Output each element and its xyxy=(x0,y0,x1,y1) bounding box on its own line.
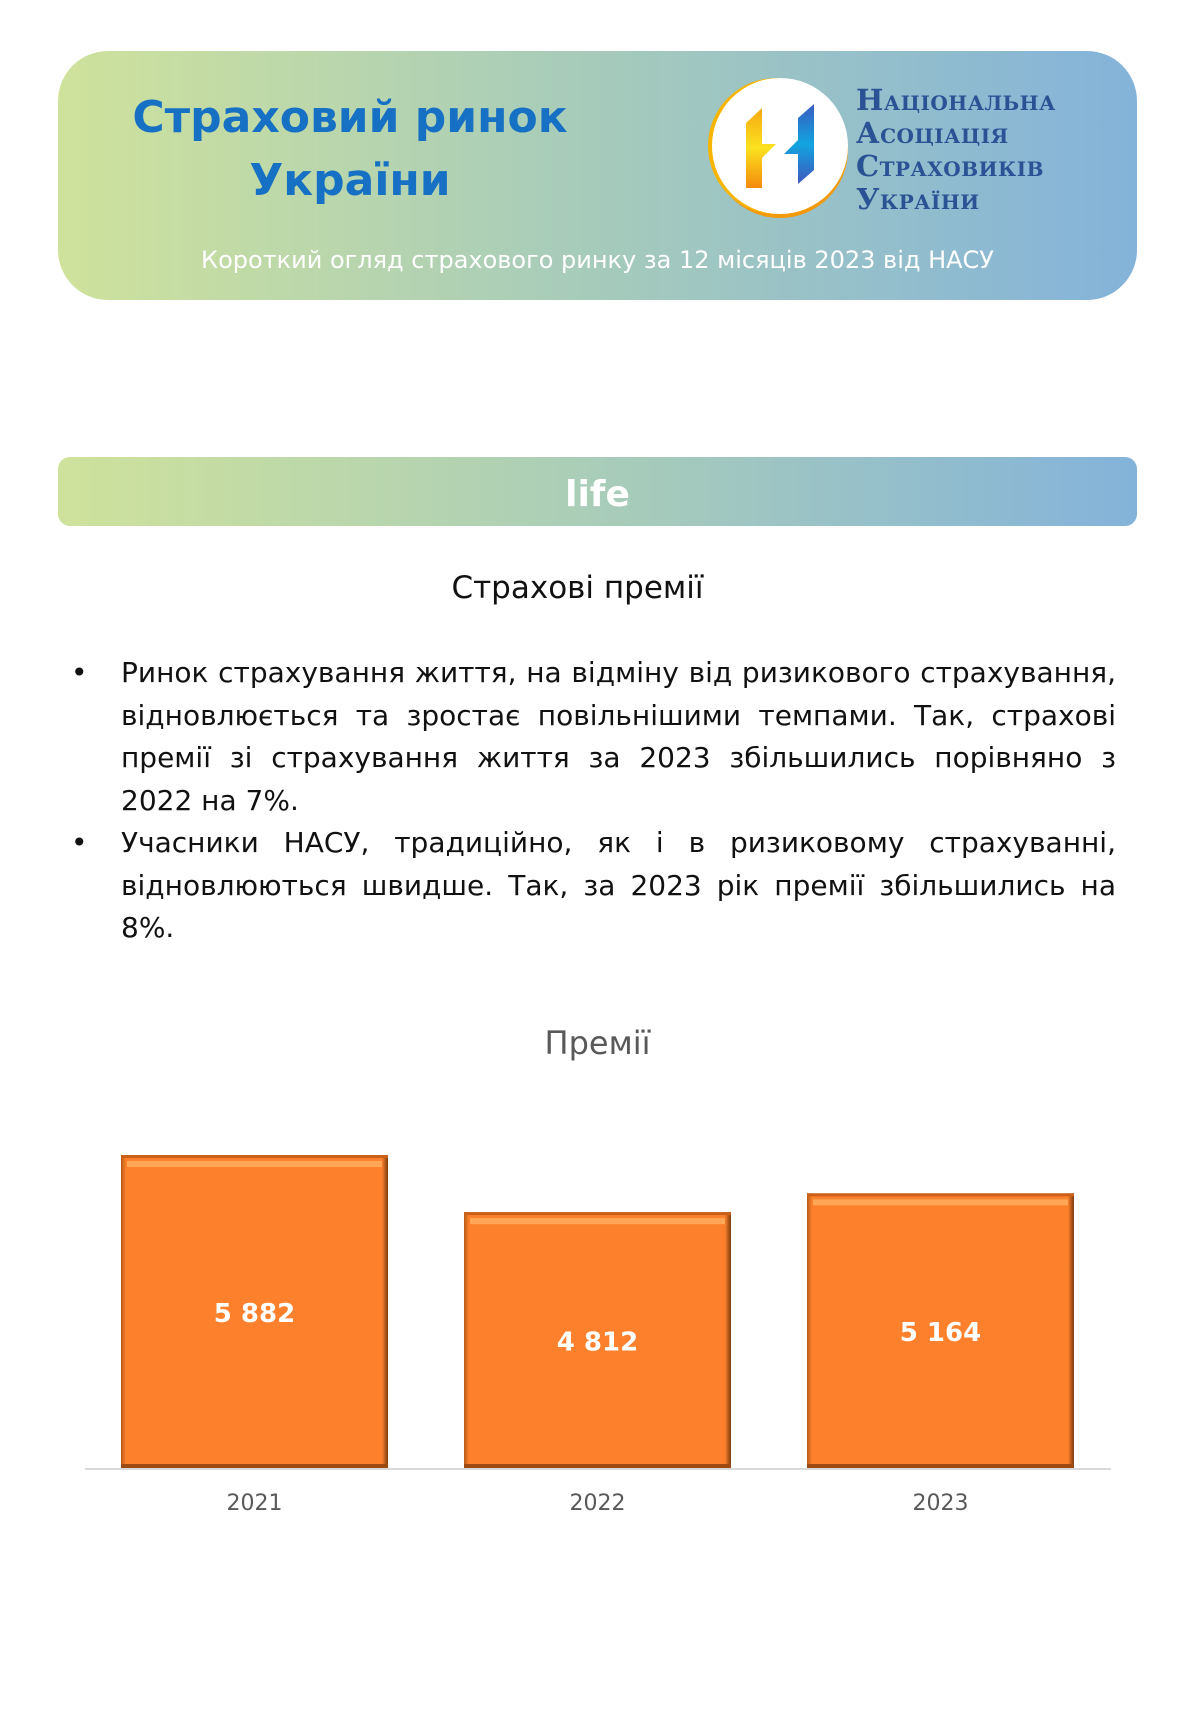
data-label: 5 882 xyxy=(214,1299,295,1329)
bullet-text: Учасники НАСУ, традиційно, як і в ризико… xyxy=(121,826,1116,944)
bar-2021 xyxy=(121,1155,388,1469)
x-tick-label: 2022 xyxy=(570,1491,626,1516)
report-header xyxy=(58,51,1137,300)
bullet-icon: • xyxy=(71,656,88,689)
bullet-item: • Учасники НАСУ, традиційно, як і в ризик… xyxy=(71,822,1116,950)
x-tick-label: 2021 xyxy=(227,1491,283,1516)
org-name-line: України xyxy=(856,182,980,216)
section-bar-life: life xyxy=(58,457,1137,526)
section-heading: Страхові премії xyxy=(451,570,704,606)
bar-2023 xyxy=(807,1193,1074,1469)
bullet-icon: • xyxy=(71,826,88,859)
org-name-line: Страховиків xyxy=(856,149,1044,183)
org-name: Національна Асоціація Страховиків Україн… xyxy=(856,84,1056,216)
org-name-line: Асоціація xyxy=(856,116,1009,150)
report-subtitle: Короткий огляд страхового ринку за 12 мі… xyxy=(201,246,994,274)
bullet-text: Ринок страхування життя, на відміну від … xyxy=(121,656,1116,817)
org-name-line: Національна xyxy=(856,83,1056,117)
nasu-h-logo-icon xyxy=(746,104,814,188)
report-title-line1: Страховий ринок xyxy=(132,92,568,143)
bullet-list: • Ринок страхування життя, на відміну від… xyxy=(71,652,1116,950)
chart-title: Премії xyxy=(544,1024,651,1062)
premiums-bar-chart: 5 882 2021 4 812 2022 5 164 2023 xyxy=(85,1155,1111,1516)
bar-2022 xyxy=(464,1212,731,1469)
x-tick-label: 2023 xyxy=(913,1491,969,1516)
nasu-logo xyxy=(712,78,848,214)
bullet-item: • Ринок страхування життя, на відміну від… xyxy=(71,652,1116,822)
data-label: 5 164 xyxy=(900,1318,981,1348)
report-title-line2: України xyxy=(249,155,451,206)
data-label: 4 812 xyxy=(557,1328,638,1358)
